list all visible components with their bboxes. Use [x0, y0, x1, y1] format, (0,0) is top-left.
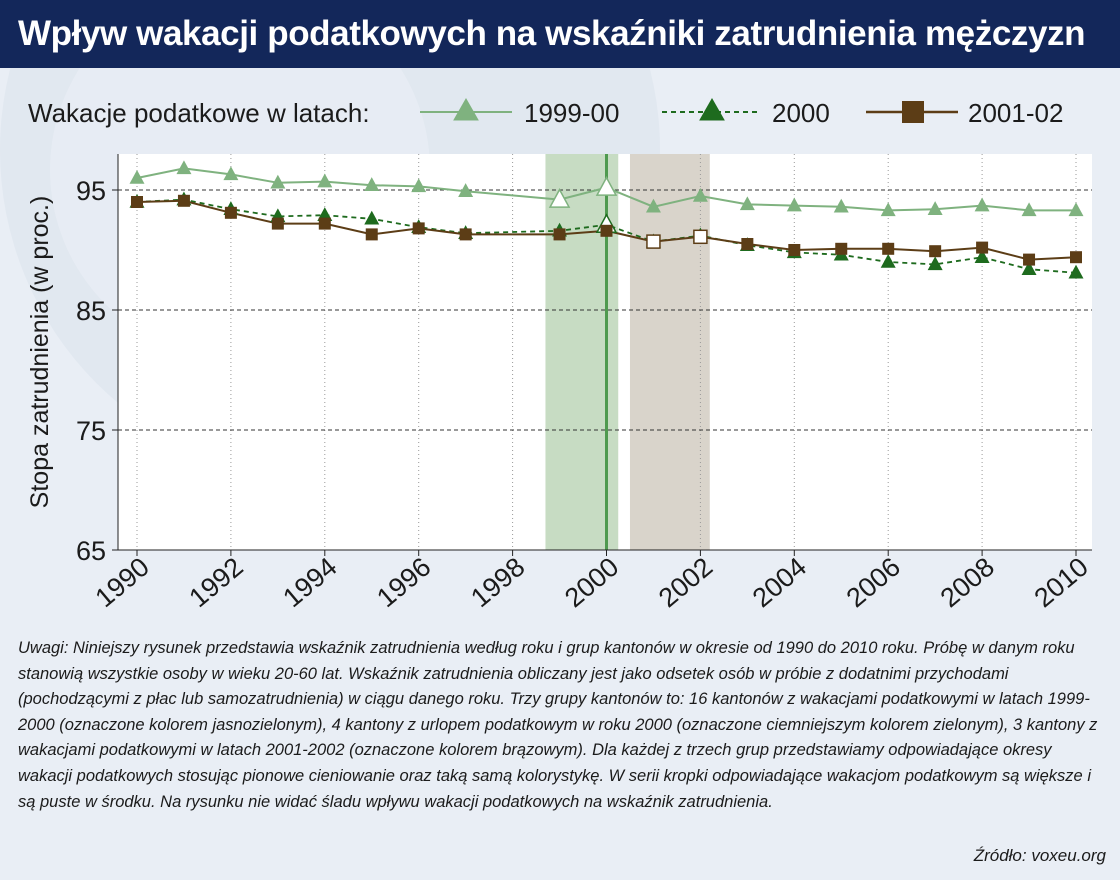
marker-1999-00-2004 [786, 197, 802, 212]
y-tick-label-85: 85 [76, 296, 106, 326]
y-tick-label-65: 65 [76, 536, 106, 566]
marker-2001-02-1996 [412, 222, 425, 235]
marker-2000-2010 [1068, 264, 1084, 279]
marker-2001-02-2007 [929, 245, 942, 258]
marker-2001-02-1995 [365, 228, 378, 241]
series-line-2000 [136, 198, 1077, 274]
marker-1999-00-1997 [458, 183, 474, 197]
marker-1999-00-2009 [1021, 202, 1037, 217]
x-tick-label-2000: 2000 [559, 552, 624, 614]
marker-2000-2006 [880, 253, 896, 268]
x-tick-label-1998: 1998 [465, 552, 530, 614]
marker-2000-2007 [927, 256, 943, 271]
marker-2001-02-1990 [131, 196, 143, 208]
marker-2000-2009 [1021, 261, 1037, 275]
marker-1999-00-2006 [880, 202, 896, 217]
marker-2001-02-2000 [600, 224, 613, 237]
x-tick-label-2004: 2004 [747, 552, 812, 614]
x-tick-label-2002: 2002 [653, 552, 718, 614]
marker-1999-00-2003 [739, 196, 755, 211]
chart-title: Wpływ wakacji podatkowych na wskaźniki z… [18, 14, 1086, 53]
y-axis-label: Stopa zatrudnienia (w proc.) [26, 196, 54, 509]
x-tick-label-2006: 2006 [841, 552, 906, 614]
marker-1999-00-1990 [129, 169, 145, 184]
marker-1999-00-1992 [223, 166, 239, 181]
marker-2001-02-2002 [693, 229, 708, 245]
marker-2001-02-1991 [177, 194, 190, 207]
legend-item-2001-02: 2001-02 [866, 98, 1063, 128]
series-line-1999-00 [136, 167, 1076, 212]
marker-1999-00-1993 [270, 174, 286, 189]
x-tick-label-1992: 1992 [183, 552, 248, 614]
marker-1999-00-1999 [548, 188, 571, 208]
legend-label-2001-02: 2001-02 [968, 98, 1063, 128]
marker-2001-02-2006 [882, 242, 895, 255]
y-tick-label-75: 75 [76, 416, 106, 446]
marker-2000-1995 [364, 210, 380, 225]
marker-2000-2008 [974, 249, 990, 263]
marker-2001-02-2008 [976, 241, 989, 254]
legend: Wakacje podatkowe w latach: 1999-00 2000… [28, 97, 1063, 128]
marker-2001-02-2005 [835, 242, 848, 255]
chart-notes: Uwagi: Niniejszy rysunek przedstawia wsk… [18, 639, 1098, 811]
legend-label-1999-00: 1999-00 [524, 98, 619, 128]
x-tick-label-2010: 2010 [1029, 552, 1094, 614]
marker-1999-00-1994 [317, 173, 333, 188]
marker-2001-02-2001 [646, 234, 661, 249]
y-tick-label-95: 95 [76, 176, 106, 206]
legend-item-1999-00: 1999-00 [420, 97, 619, 128]
legend-title: Wakacje podatkowe w latach: [28, 98, 370, 128]
marker-1999-00-2000 [595, 176, 618, 196]
marker-1999-00-1995 [364, 177, 380, 191]
marker-2001-02-1997 [459, 228, 472, 241]
chart: Wakacje podatkowe w latach: 1999-00 2000… [26, 97, 1094, 614]
marker-1999-00-1991 [176, 160, 192, 175]
x-tick-label-1994: 1994 [277, 552, 342, 614]
marker-1999-00-2010 [1068, 202, 1084, 217]
marker-1999-00-2008 [974, 197, 990, 212]
marker-1999-00-2001 [645, 198, 661, 213]
marker-2001-02-1999 [553, 228, 566, 241]
series-line-2001-02 [136, 199, 1077, 261]
marker-2001-02-2003 [741, 238, 754, 250]
x-tick-label-2008: 2008 [935, 552, 1000, 614]
marker-1999-00-2007 [927, 201, 943, 215]
legend-label-2000: 2000 [772, 98, 830, 128]
marker-1999-00-2005 [833, 198, 849, 213]
marker-2001-02-2004 [788, 244, 801, 256]
marker-2001-02-1994 [318, 217, 331, 230]
x-tick-label-1996: 1996 [371, 552, 436, 614]
marker-1999-00-2002 [692, 187, 708, 202]
marker-2001-02-2009 [1023, 253, 1036, 266]
marker-1999-00-1996 [411, 178, 427, 193]
shade-2001-02 [629, 154, 710, 550]
marker-2001-02-1993 [271, 217, 284, 230]
source-text: Źródło: voxeu.org [973, 846, 1106, 865]
legend-item-2000: 2000 [662, 97, 830, 128]
title-bar: Wpływ wakacji podatkowych na wskaźniki z… [0, 0, 1120, 68]
marker-2001-02-1992 [224, 206, 237, 219]
marker-2001-02-2010 [1070, 251, 1082, 264]
